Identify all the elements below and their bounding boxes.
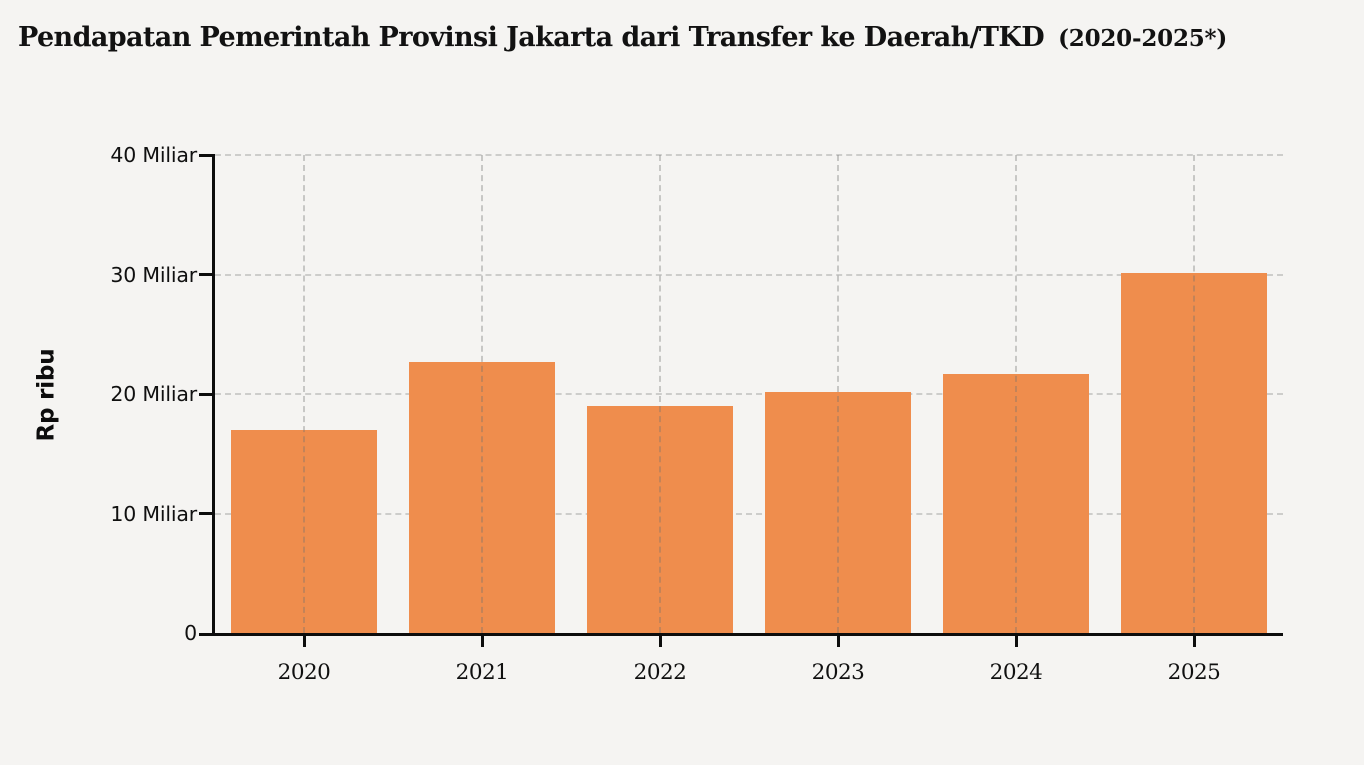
chart-title-main: Pendapatan Pemerintah Provinsi Jakarta d… xyxy=(18,22,1045,53)
y-tick-label-0: 0 xyxy=(184,621,197,645)
h-gridline-20 xyxy=(215,393,1283,395)
x-tick-label-2025: 2025 xyxy=(1167,660,1221,685)
y-tick-label-10: 10 Miliar xyxy=(110,501,197,526)
x-tick-mark-2023 xyxy=(836,636,840,647)
x-tick-mark-2025 xyxy=(1192,636,1196,647)
bar-2025 xyxy=(1121,273,1267,633)
bar-2024 xyxy=(943,373,1089,633)
v-gridline-2025 xyxy=(1193,155,1195,633)
v-gridline-2021 xyxy=(481,155,483,633)
x-tick-label-2023: 2023 xyxy=(811,660,865,685)
y-tick-label-20: 20 Miliar xyxy=(110,382,197,406)
x-axis-tick-labels: 2020 2021 2022 2023 2024 2025 xyxy=(215,660,1283,694)
v-gridline-2023 xyxy=(837,155,839,633)
x-tick-mark-2024 xyxy=(1014,636,1018,647)
bar-2023 xyxy=(765,391,911,633)
x-axis-line xyxy=(199,633,1283,636)
v-gridline-2022 xyxy=(659,155,661,633)
x-tick-label-2024: 2024 xyxy=(989,660,1043,685)
x-tick-label-2022: 2022 xyxy=(633,660,687,685)
h-gridline-30 xyxy=(215,273,1283,276)
bar-2020 xyxy=(231,429,377,633)
y-tick-label-30: 30 Miliar xyxy=(110,262,197,287)
y-tick-label-40: 40 Miliar xyxy=(110,143,197,167)
y-tick-mark-10 xyxy=(199,512,212,515)
plot-area xyxy=(199,153,1283,647)
x-tick-mark-2022 xyxy=(658,636,662,647)
x-tick-mark-2020 xyxy=(302,636,306,647)
v-gridline-2024 xyxy=(1015,155,1017,633)
v-gridline-2020 xyxy=(303,155,305,633)
y-tick-mark-20 xyxy=(199,392,212,396)
x-tick-label-2021: 2021 xyxy=(455,660,509,685)
y-tick-mark-40 xyxy=(199,153,212,157)
bar-2022 xyxy=(587,405,733,633)
h-gridline-10 xyxy=(215,512,1283,515)
bar-2021 xyxy=(409,361,555,633)
y-tick-mark-30 xyxy=(199,273,212,276)
y-axis-line xyxy=(212,154,215,633)
chart-title: Pendapatan Pemerintah Provinsi Jakarta d… xyxy=(18,22,1227,53)
x-tick-mark-2021 xyxy=(480,636,484,647)
chart-title-suffix: (2020-2025*) xyxy=(1058,25,1228,52)
x-tick-label-2020: 2020 xyxy=(277,660,331,685)
y-axis-tick-labels: 0 10 Miliar 20 Miliar 30 Miliar 40 Miliar xyxy=(17,143,197,645)
h-gridline-40 xyxy=(215,154,1283,156)
